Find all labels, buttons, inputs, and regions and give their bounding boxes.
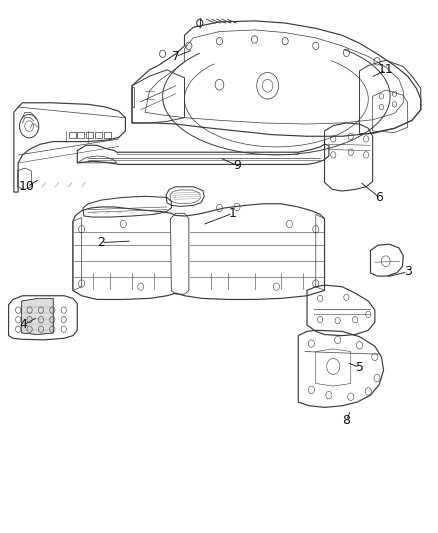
Text: 5: 5 bbox=[355, 361, 363, 374]
Text: 4: 4 bbox=[19, 319, 27, 332]
Text: 8: 8 bbox=[342, 414, 350, 427]
Text: 3: 3 bbox=[403, 265, 411, 278]
Text: 2: 2 bbox=[97, 236, 105, 249]
Text: 9: 9 bbox=[233, 159, 240, 172]
Bar bbox=[68, 132, 75, 138]
Text: 11: 11 bbox=[377, 63, 393, 76]
Text: 1: 1 bbox=[228, 207, 236, 220]
Bar bbox=[95, 132, 102, 138]
Text: 6: 6 bbox=[374, 191, 382, 204]
Text: 10: 10 bbox=[19, 180, 35, 193]
Bar bbox=[86, 132, 93, 138]
Polygon shape bbox=[21, 298, 53, 335]
Text: 7: 7 bbox=[171, 50, 179, 63]
Bar bbox=[103, 132, 110, 138]
Bar bbox=[77, 132, 84, 138]
